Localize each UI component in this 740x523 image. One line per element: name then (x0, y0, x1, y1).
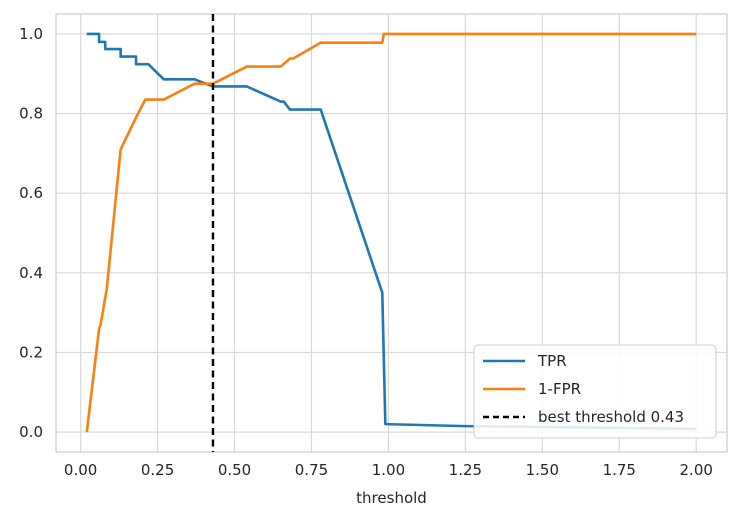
x-tick-label: 0.75 (295, 461, 328, 479)
x-axis-label: threshold (356, 489, 427, 507)
x-tick-label: 0.25 (141, 461, 174, 479)
y-tick-label: 0.0 (19, 423, 43, 441)
plot-frame (55, 13, 728, 453)
x-tick-label: 0.00 (64, 461, 97, 479)
x-tick-label: 1.50 (526, 461, 559, 479)
grid (56, 14, 727, 452)
legend-label: TPR (537, 352, 567, 370)
x-axis-ticks: 0.00 0.25 0.50 0.75 1.00 1.25 1.50 1.75 2.00 (64, 461, 713, 479)
y-tick-label: 0.4 (19, 264, 43, 282)
y-tick-label: 0.6 (19, 184, 43, 202)
y-axis-ticks: 0.0 0.2 0.4 0.6 0.8 1.0 (19, 25, 43, 441)
x-tick-label: 2.00 (680, 461, 713, 479)
legend-label: best threshold 0.43 (538, 408, 684, 426)
legend: TPR 1-FPR best threshold 0.43 (473, 344, 717, 439)
y-tick-label: 0.8 (19, 105, 43, 123)
series-line-tpr (86, 32, 697, 431)
y-tick-label: 1.0 (19, 25, 43, 43)
legend-label: 1-FPR (538, 380, 581, 398)
y-tick-label: 0.2 (19, 343, 43, 361)
plot-border (55, 13, 728, 453)
x-tick-label: 1.25 (449, 461, 482, 479)
x-tick-label: 1.75 (603, 461, 636, 479)
x-tick-label: 0.50 (218, 461, 251, 479)
legend-box (473, 344, 717, 439)
x-tick-label: 1.00 (372, 461, 405, 479)
series-lines (85, 14, 697, 452)
